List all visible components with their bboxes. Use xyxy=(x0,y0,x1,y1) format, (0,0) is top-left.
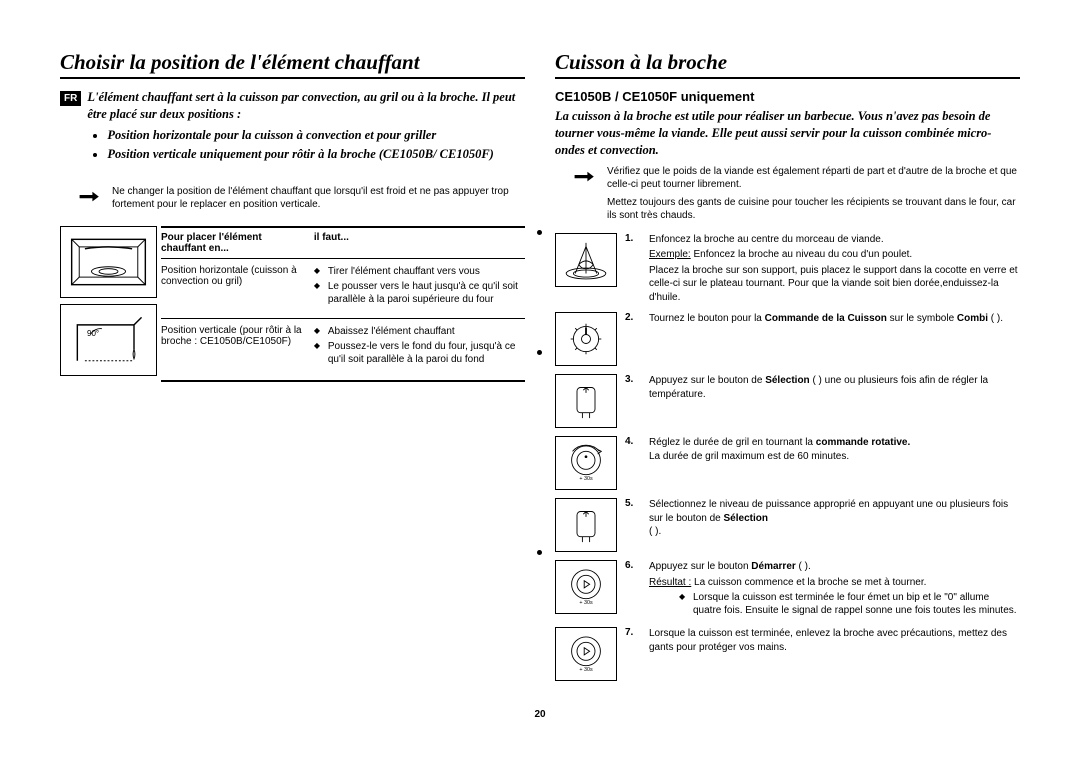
table-cell: Abaissez l'élément chauffant Poussez-le … xyxy=(314,319,525,381)
right-note: Vérifiez que le poids de la viande est é… xyxy=(607,165,1020,192)
language-badge: FR xyxy=(60,91,81,106)
result-bullet: Lorsque la cuisson est terminée le four … xyxy=(679,591,1020,617)
step-text: Lorsque la cuisson est terminée, enlevez… xyxy=(649,627,1020,654)
step-number: 3. xyxy=(625,374,639,385)
right-note: Mettez toujours des gants de cuisine pou… xyxy=(607,196,1020,223)
crop-mark-icon xyxy=(537,350,542,355)
step-number: 6. xyxy=(625,560,639,571)
table-row: Position horizontale (cuisson à convecti… xyxy=(161,258,525,319)
step-number: 2. xyxy=(625,312,639,323)
step-row: 1. Enfoncez la broche au centre du morce… xyxy=(555,233,1020,305)
svg-text:+ 30s: + 30s xyxy=(579,667,593,673)
position-table: Pour placer l'élément chauffant en... il… xyxy=(161,226,525,382)
dial-icon xyxy=(555,312,617,366)
table-header: il faut... xyxy=(314,227,525,259)
page-number: 20 xyxy=(60,709,1020,720)
angle-label: 90° xyxy=(87,329,99,338)
table-bullet: Tirer l'élément chauffant vers vous xyxy=(314,265,519,278)
step-text: Tournez le bouton pour la Commande de la… xyxy=(649,312,1020,326)
step-text: Réglez le durée de gril en tournant la c… xyxy=(649,436,1020,463)
table-cell: Tirer l'élément chauffant vers vous Le p… xyxy=(314,258,525,319)
step-row: 5. Sélectionnez le niveau de puissance a… xyxy=(555,498,1020,552)
table-cell: Position verticale (pour rôtir à la broc… xyxy=(161,319,314,381)
spit-assembly-icon xyxy=(555,233,617,287)
oven-horizontal-diagram xyxy=(60,226,157,298)
table-bullet: Poussez-le vers le fond du four, jusqu'à… xyxy=(314,340,519,366)
right-section-title: Cuisson à la broche xyxy=(555,50,1020,79)
rotary-knob-icon: + 30s xyxy=(555,436,617,490)
step-number: 1. xyxy=(625,233,639,244)
left-bullet: Position verticale uniquement pour rôtir… xyxy=(107,146,525,163)
button-press-icon xyxy=(555,498,617,552)
svg-text:+ 30s: + 30s xyxy=(579,600,593,606)
table-row: Position verticale (pour rôtir à la broc… xyxy=(161,319,525,381)
table-bullet: Le pousser vers le haut jusqu'à ce qu'il… xyxy=(314,280,519,306)
step-text: Appuyez sur le bouton Démarrer ( ). Résu… xyxy=(649,560,1020,619)
pointing-hand-icon xyxy=(573,167,597,188)
step-row: 3. Appuyez sur le bouton de Sélection ( … xyxy=(555,374,1020,428)
button-press-icon xyxy=(555,374,617,428)
step-number: 5. xyxy=(625,498,639,509)
svg-text:+ 30s: + 30s xyxy=(579,476,593,482)
step-text: Enfoncez la broche au centre du morceau … xyxy=(649,233,1020,305)
step-text: Appuyez sur le bouton de Sélection ( ) u… xyxy=(649,374,1020,401)
step-row: + 30s 4. Réglez le durée de gril en tour… xyxy=(555,436,1020,490)
left-bullet: Position horizontale pour la cuisson à c… xyxy=(107,127,525,144)
crop-mark-icon xyxy=(537,550,542,555)
right-intro: La cuisson à la broche est utile pour ré… xyxy=(555,108,1020,159)
step-row: 2. Tournez le bouton pour la Commande de… xyxy=(555,312,1020,366)
step-row: + 30s 6. Appuyez sur le bouton Démarrer … xyxy=(555,560,1020,619)
step-number: 4. xyxy=(625,436,639,447)
table-header: Pour placer l'élément chauffant en... xyxy=(161,227,314,259)
table-cell: Position horizontale (cuisson à convecti… xyxy=(161,258,314,319)
left-bullet-list: Position horizontale pour la cuisson à c… xyxy=(87,127,525,163)
step-number: 7. xyxy=(625,627,639,638)
table-bullet: Abaissez l'élément chauffant xyxy=(314,325,519,338)
step-row: + 30s 7. Lorsque la cuisson est terminée… xyxy=(555,627,1020,681)
model-subheading: CE1050B / CE1050F uniquement xyxy=(555,89,1020,104)
crop-mark-icon xyxy=(537,230,542,235)
left-note: Ne changer la position de l'élément chau… xyxy=(112,185,525,212)
pointing-hand-icon xyxy=(78,187,102,208)
oven-vertical-diagram: 90° xyxy=(60,304,157,376)
start-knob-icon: + 30s xyxy=(555,560,617,614)
left-intro: L'élément chauffant sert à la cuisson pa… xyxy=(87,89,525,123)
start-knob-icon: + 30s xyxy=(555,627,617,681)
left-section-title: Choisir la position de l'élément chauffa… xyxy=(60,50,525,79)
step-text: Sélectionnez le niveau de puissance appr… xyxy=(649,498,1020,539)
